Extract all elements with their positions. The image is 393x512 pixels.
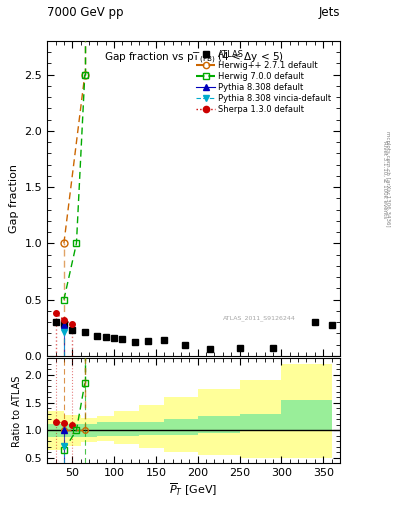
Y-axis label: Ratio to ATLAS: Ratio to ATLAS — [12, 375, 22, 446]
Text: ATLAS_2011_S9126244: ATLAS_2011_S9126244 — [223, 315, 296, 321]
Text: mcplots.cern.ch [arXiv:1306.3436]: mcplots.cern.ch [arXiv:1306.3436] — [385, 132, 389, 227]
X-axis label: $\overline{P}_{T}$ [GeV]: $\overline{P}_{T}$ [GeV] — [169, 481, 218, 498]
Text: Jets: Jets — [318, 6, 340, 19]
Legend: ATLAS, Herwig++ 2.7.1 default, Herwig 7.0.0 default, Pythia 8.308 default, Pythi: ATLAS, Herwig++ 2.7.1 default, Herwig 7.… — [195, 48, 333, 116]
Y-axis label: Gap fraction: Gap fraction — [9, 164, 19, 233]
Text: 7000 GeV pp: 7000 GeV pp — [47, 6, 124, 19]
Text: Rivet 3.1.10, ≥ 100k events: Rivet 3.1.10, ≥ 100k events — [382, 141, 387, 218]
Text: Gap fraction vs pT$_\mathrm{(FB)}$ (4 < $\Delta$y < 5): Gap fraction vs pT$_\mathrm{(FB)}$ (4 < … — [104, 50, 283, 66]
